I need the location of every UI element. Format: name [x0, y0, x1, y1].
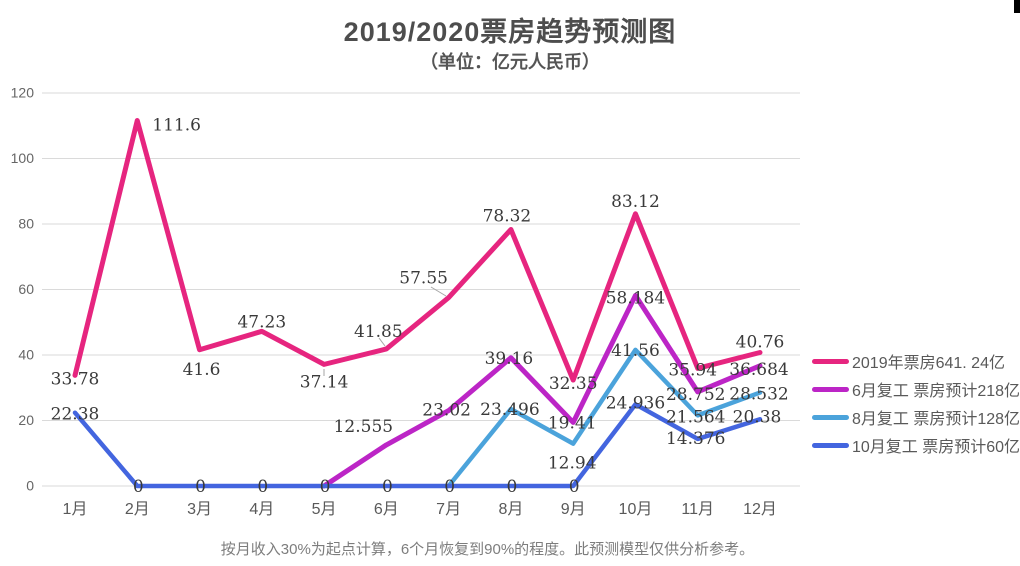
data-point-label: 83.12 — [611, 192, 660, 212]
data-point-label: 41.56 — [611, 341, 660, 361]
data-point-label: 0 — [382, 477, 393, 497]
data-point-label: 28.752 — [666, 385, 725, 405]
legend-swatch-october-restart — [812, 442, 849, 448]
data-point-label: 24.936 — [606, 393, 665, 413]
series-line-1 — [321, 292, 763, 489]
chart-header: 2019/2020票房趋势预测图 （单位：亿元人民币） — [0, 16, 1020, 73]
data-point-label: 0 — [320, 477, 331, 497]
y-axis-tick-label: 20 — [18, 412, 34, 428]
data-point-label: 20.38 — [733, 407, 782, 427]
legend-item-june-restart: 6月复工 票房预计218亿 — [812, 375, 1020, 403]
y-axis-tick-label: 40 — [18, 347, 34, 363]
data-point-label: 12.94 — [548, 454, 597, 474]
data-point-label: 40.76 — [736, 333, 785, 353]
data-point-label: 22.38 — [51, 405, 100, 425]
x-axis-month-label: 1月 — [63, 501, 88, 518]
y-axis-tick-label: 80 — [18, 216, 34, 232]
data-point-label: 12.555 — [334, 417, 393, 437]
data-point-label: 19.41 — [548, 413, 597, 433]
legend-label-october-restart: 10月复工 票房预计60亿 — [852, 439, 1020, 456]
x-axis-month-label: 2月 — [125, 501, 150, 518]
series-line-0 — [72, 118, 763, 383]
x-axis-month-label: 3月 — [187, 501, 212, 518]
data-point-label: 23.02 — [422, 401, 471, 421]
screenshot-edge-artifact — [1014, 0, 1020, 13]
label-leader-line — [430, 286, 447, 297]
data-point-label: 111.6 — [152, 116, 201, 136]
data-point-label: 41.6 — [183, 360, 221, 380]
data-point-label: 58.184 — [606, 288, 665, 308]
chart-legend: 2019年票房641. 24亿 6月复工 票房预计218亿 8月复工 票房预计1… — [812, 347, 1020, 459]
label-leader-line — [378, 337, 386, 347]
chart-title: 2019/2020票房趋势预测图 — [343, 17, 677, 47]
x-axis-month-label: 4月 — [249, 501, 274, 518]
data-point-label: 35.94 — [668, 360, 717, 380]
y-axis-tick-label: 60 — [18, 281, 34, 297]
data-point-label: 0 — [569, 477, 580, 497]
data-point-label: 33.78 — [51, 369, 100, 389]
legend-label-august-restart: 8月复工 票房预计128亿 — [852, 411, 1020, 428]
data-point-label: 41.85 — [354, 322, 403, 342]
data-point-label: 28.532 — [729, 385, 788, 405]
y-axis-tick-label: 0 — [26, 478, 34, 494]
legend-swatch-2019 — [812, 358, 849, 364]
x-axis-month-label: 6月 — [374, 501, 399, 518]
data-point-label: 14.376 — [666, 429, 725, 449]
x-axis-month-label: 9月 — [561, 501, 586, 518]
x-axis-month-label: 12月 — [743, 501, 777, 518]
data-point-label: 47.23 — [237, 312, 286, 332]
data-point-label: 78.32 — [483, 207, 532, 227]
chart-subtitle: （单位：亿元人民币） — [420, 52, 600, 72]
x-axis-month-label: 8月 — [498, 501, 523, 518]
data-point-label: 0 — [257, 477, 268, 497]
legend-item-2019: 2019年票房641. 24亿 — [812, 347, 1020, 375]
data-point-label: 37.14 — [300, 372, 349, 392]
data-point-label: 0 — [506, 477, 517, 497]
data-point-label: 23.496 — [480, 400, 539, 420]
series-line-3 — [72, 402, 763, 489]
data-point-label: 21.564 — [666, 407, 725, 427]
data-point-label: 0 — [133, 477, 144, 497]
x-axis-month-label: 10月 — [619, 501, 653, 518]
chart-footnote: 按月收入30%为起点计算，6个月恢复到90%的程度。此预测模型仅供分析参考。 — [220, 541, 755, 558]
data-point-label: 39.16 — [485, 349, 534, 369]
y-axis-tick-label: 100 — [11, 150, 35, 166]
data-point-label: 57.55 — [399, 269, 448, 289]
data-point-label: 0 — [195, 477, 206, 497]
x-axis-month-label: 5月 — [312, 501, 337, 518]
y-axis-tick-label: 120 — [11, 85, 35, 101]
data-point-label: 36.684 — [729, 360, 788, 380]
legend-label-2019: 2019年票房641. 24亿 — [852, 355, 1005, 372]
series-line-2 — [446, 347, 763, 489]
legend-item-october-restart: 10月复工 票房预计60亿 — [812, 431, 1020, 459]
data-point-label: 0 — [444, 477, 455, 497]
x-axis-month-label: 7月 — [436, 501, 461, 518]
legend-swatch-june-restart — [812, 386, 849, 392]
legend-item-august-restart: 8月复工 票房预计128亿 — [812, 403, 1020, 431]
data-point-label: 32.35 — [549, 374, 598, 394]
legend-swatch-august-restart — [812, 414, 849, 420]
x-axis-month-label: 11月 — [681, 501, 714, 518]
legend-label-june-restart: 6月复工 票房预计218亿 — [852, 383, 1020, 400]
